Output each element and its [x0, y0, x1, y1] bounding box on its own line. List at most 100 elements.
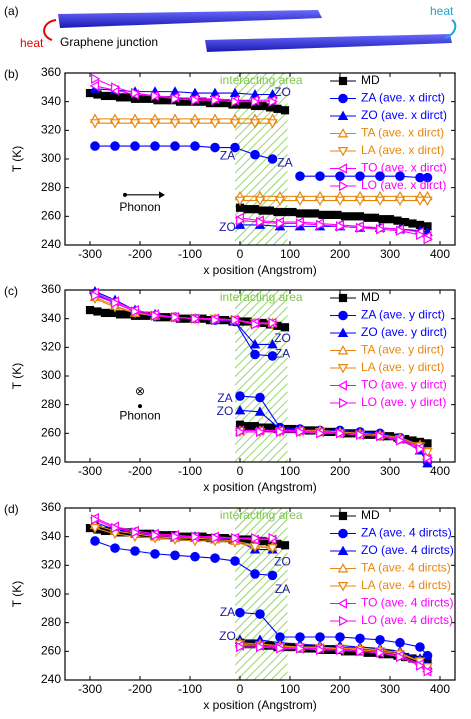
marker [315, 171, 325, 181]
y-axis-label: T (K) [10, 363, 24, 389]
marker [423, 234, 433, 245]
panel: (d) interacting area 240 260 280 300 320 340 360… [4, 500, 456, 712]
marker [151, 90, 161, 102]
legend-marker [337, 364, 349, 374]
marker [191, 313, 201, 324]
panel: (c) interacting area 240 260 280 300 320 340 360… [4, 282, 456, 494]
marker [256, 216, 266, 228]
marker [422, 448, 433, 458]
annotation: ZA [217, 391, 232, 405]
phonon-label: Phonon [119, 200, 160, 214]
marker [250, 569, 260, 579]
marker [169, 119, 181, 129]
legend-label: LA (ave. y dirct) [361, 360, 444, 374]
y-tick-label: 280 [41, 180, 61, 194]
arrow-head [159, 191, 165, 199]
marker [211, 532, 221, 544]
marker [249, 542, 261, 553]
marker [316, 644, 326, 656]
x-tick-label: 100 [280, 247, 300, 261]
marker [210, 553, 220, 563]
marker [333, 210, 342, 219]
marker [422, 196, 433, 207]
x-tick-label: -300 [78, 464, 102, 478]
marker [149, 119, 161, 129]
marker [340, 212, 350, 221]
legend-marker [338, 310, 348, 321]
marker [243, 422, 252, 431]
legend-label: ZO (ave. y dirct) [361, 325, 447, 339]
marker [422, 650, 433, 661]
marker [111, 297, 121, 309]
legend-marker [337, 147, 349, 157]
marker [316, 219, 326, 231]
marker [243, 205, 252, 214]
marker [274, 196, 286, 207]
legend-label: ZO (ave. x dirct) [361, 108, 447, 122]
x-axis-label: x position (Angstrom) [203, 263, 316, 277]
annotation: ZO [274, 85, 291, 99]
marker [354, 196, 366, 207]
marker [89, 80, 99, 92]
marker [316, 428, 326, 439]
y-axis-label: T (K) [10, 581, 24, 607]
marker [210, 142, 220, 153]
x-tick-label: -200 [128, 247, 152, 261]
y-tick-label: 320 [41, 340, 61, 354]
heat-arrow [43, 19, 57, 41]
x-tick-label: -300 [78, 247, 102, 261]
phonon-label: Phonon [119, 408, 160, 422]
marker [396, 435, 406, 446]
marker [100, 91, 110, 101]
x-tick-label: -200 [128, 464, 152, 478]
y-tick-label: 240 [41, 672, 61, 686]
y-tick-label: 280 [41, 615, 61, 629]
marker [256, 641, 266, 653]
marker [396, 225, 406, 236]
heat-out: heat [430, 4, 454, 18]
legend-label: TO (ave. y dirct) [361, 378, 447, 392]
legend-marker [338, 528, 348, 539]
marker [415, 642, 425, 652]
marker [394, 196, 406, 207]
y-tick-label: 360 [41, 500, 61, 514]
marker [336, 221, 346, 232]
legend-marker [337, 163, 347, 174]
marker [251, 532, 261, 544]
legend-label: LO (ave. x dirct) [361, 178, 446, 192]
legend-label: MD [361, 290, 380, 304]
legend-label: TA (ave. y dirct) [361, 343, 444, 357]
annotation: ZA [220, 605, 235, 619]
marker [296, 643, 306, 654]
marker [229, 87, 241, 98]
marker [355, 171, 365, 181]
x-tick-label: 200 [330, 247, 350, 261]
highlight-label: interacting area [220, 73, 303, 87]
marker [423, 452, 433, 463]
marker [416, 660, 426, 671]
marker [268, 96, 278, 107]
marker [334, 196, 346, 207]
marker [414, 196, 426, 207]
annotation: ZA [220, 148, 235, 162]
marker [131, 527, 141, 538]
marker [422, 172, 433, 183]
legend-marker [338, 511, 348, 521]
marker [236, 215, 246, 226]
marker [393, 216, 402, 225]
y-tick-label: 360 [41, 65, 61, 79]
annotation: ZA [275, 582, 290, 596]
legend-marker [339, 180, 349, 192]
annotation: ZO [274, 331, 291, 345]
marker [236, 641, 246, 653]
marker [273, 104, 282, 113]
y-tick-label: 320 [41, 123, 61, 137]
marker [267, 119, 278, 129]
legend-marker [337, 345, 349, 355]
marker [294, 196, 306, 207]
legend-label: MD [361, 508, 380, 522]
marker [250, 149, 260, 160]
y-tick-label: 320 [41, 558, 61, 572]
marker [408, 219, 417, 228]
annotation: ZA [277, 155, 292, 169]
